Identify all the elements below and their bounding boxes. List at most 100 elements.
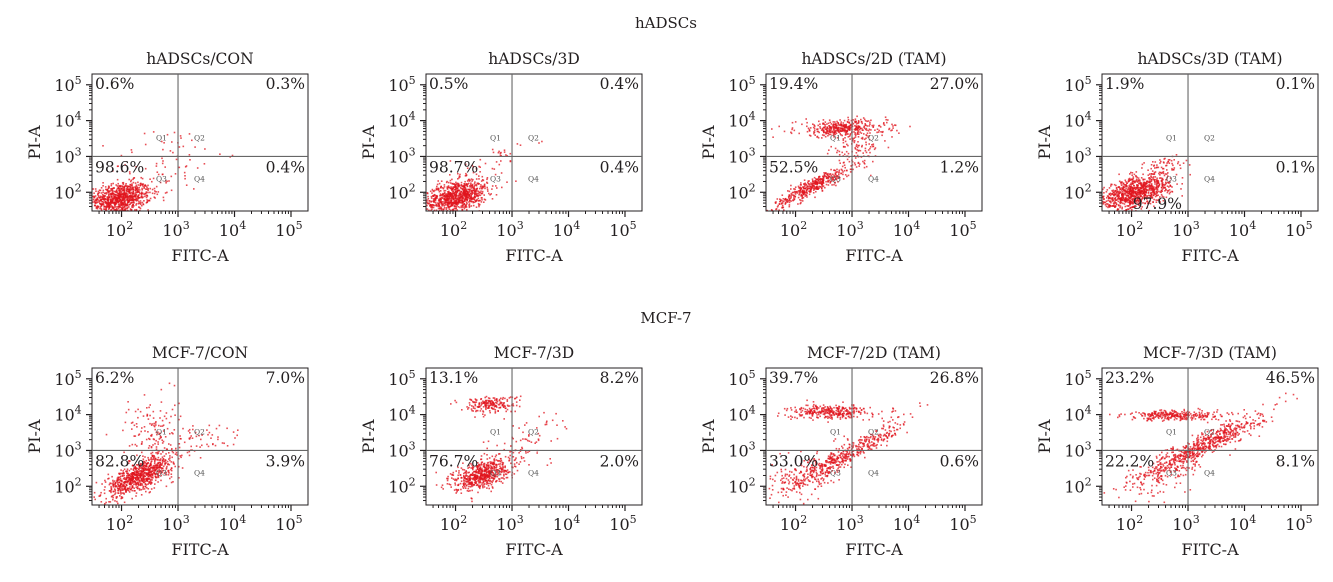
event-point	[118, 196, 121, 199]
event-point	[117, 492, 119, 494]
event-point	[452, 195, 455, 198]
event-point	[106, 205, 108, 207]
event-point	[150, 452, 152, 455]
event-point	[141, 187, 143, 190]
event-point	[1181, 183, 1183, 185]
event-point	[1149, 202, 1152, 205]
event-point	[1150, 191, 1152, 194]
x-tick-label: 102	[780, 219, 807, 240]
event-point	[103, 197, 105, 200]
event-point	[848, 125, 850, 128]
event-point	[1129, 183, 1131, 186]
event-point	[1129, 186, 1131, 188]
event-point	[455, 199, 458, 201]
event-point	[1110, 200, 1112, 203]
event-point	[838, 171, 840, 173]
event-point	[124, 208, 126, 211]
event-point	[1155, 193, 1157, 195]
event-point	[837, 126, 840, 129]
event-point	[1130, 182, 1132, 185]
event-point	[143, 132, 146, 135]
event-point	[162, 424, 165, 426]
event-point	[862, 152, 864, 154]
event-point	[131, 428, 133, 430]
event-point	[445, 206, 448, 209]
event-point	[443, 192, 446, 194]
event-point	[126, 197, 128, 200]
event-point	[464, 163, 467, 166]
event-point	[144, 469, 147, 471]
event-point	[115, 496, 118, 498]
event-point	[117, 202, 120, 204]
event-point	[210, 437, 212, 439]
event-point	[792, 194, 794, 196]
event-point	[808, 190, 810, 192]
event-point	[846, 143, 848, 146]
event-point	[866, 132, 869, 134]
event-point	[155, 452, 157, 454]
event-point	[873, 148, 876, 151]
event-point	[446, 193, 448, 195]
event-point	[446, 209, 449, 211]
event-point	[146, 414, 149, 417]
event-point	[112, 201, 115, 204]
event-point	[149, 483, 152, 485]
event-point	[143, 193, 145, 196]
event-point	[110, 482, 112, 485]
event-point	[780, 203, 783, 205]
y-tick-label: 104	[728, 110, 755, 131]
event-point	[1122, 202, 1124, 205]
event-point	[161, 464, 163, 466]
event-point	[1140, 177, 1143, 179]
event-point	[847, 136, 850, 138]
event-point	[843, 126, 846, 128]
event-point	[1143, 162, 1145, 164]
event-point	[1124, 194, 1127, 196]
event-point	[122, 197, 125, 200]
event-point	[1151, 189, 1153, 191]
event-point	[455, 186, 458, 188]
event-point	[156, 433, 158, 436]
event-point	[819, 127, 822, 130]
event-point	[111, 190, 114, 192]
event-point	[123, 198, 125, 201]
y-tick-label: 103	[54, 145, 81, 166]
plot-frame	[91, 73, 309, 212]
event-point	[448, 195, 450, 198]
event-point	[876, 131, 878, 134]
event-point	[158, 438, 161, 440]
event-point	[443, 184, 446, 186]
event-point	[123, 206, 126, 208]
event-point	[138, 194, 140, 196]
event-point	[452, 198, 455, 201]
event-point	[153, 458, 155, 460]
event-point	[804, 184, 806, 186]
event-point	[845, 125, 847, 127]
event-point	[124, 193, 126, 196]
event-point	[452, 192, 454, 195]
event-point	[226, 445, 229, 447]
event-point	[811, 182, 814, 185]
event-point	[785, 200, 788, 203]
event-point	[842, 130, 844, 132]
event-point	[172, 481, 174, 483]
event-point	[131, 186, 134, 188]
event-point	[127, 480, 130, 483]
event-point	[1131, 203, 1134, 205]
event-point	[770, 209, 773, 211]
quadrant-label: Q2	[194, 427, 205, 436]
event-point	[450, 186, 452, 188]
x-tick-label: 104	[219, 219, 246, 240]
event-point	[138, 489, 141, 491]
event-point	[121, 182, 124, 184]
event-point	[506, 181, 508, 183]
event-point	[1107, 199, 1109, 202]
event-point	[1168, 159, 1171, 161]
event-point	[827, 184, 830, 186]
y-tick-label: 102	[54, 181, 81, 202]
event-point	[144, 430, 146, 432]
event-point	[819, 123, 821, 125]
event-point	[120, 191, 123, 194]
event-point	[1108, 197, 1110, 199]
event-point	[1132, 189, 1135, 192]
